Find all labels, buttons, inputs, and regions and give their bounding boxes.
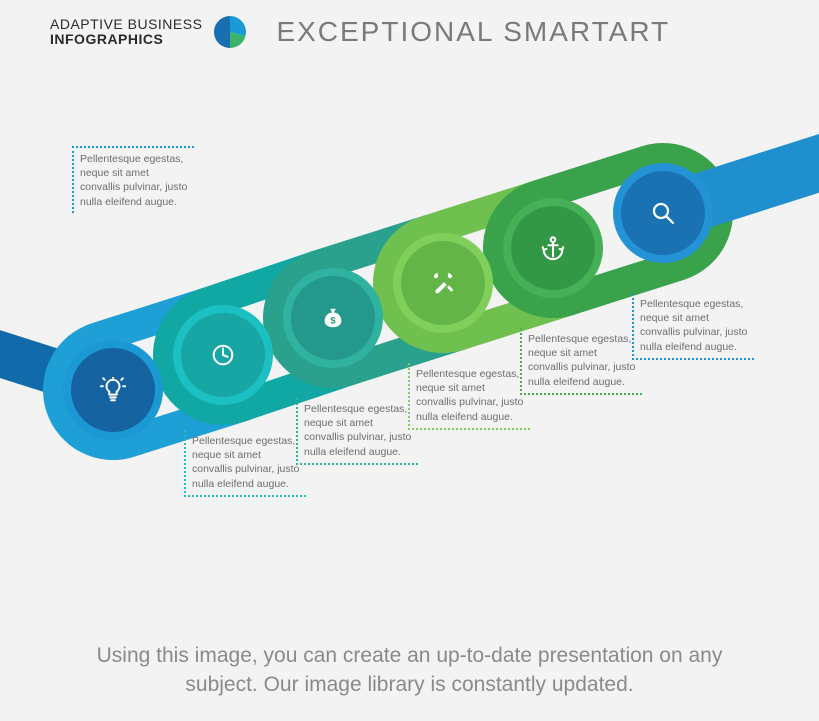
- step-node-2: [181, 313, 265, 397]
- callout-3: Pellentesque egestas, neque sit amet con…: [296, 398, 418, 465]
- callout-2: Pellentesque egestas, neque sit amet con…: [184, 430, 306, 497]
- clock-icon: [210, 342, 236, 368]
- callout-1: Pellentesque egestas, neque sit amet con…: [72, 146, 194, 213]
- step-node-3: $: [291, 276, 375, 360]
- step-node-6: [621, 171, 705, 255]
- lightbulb-icon: [100, 377, 126, 403]
- money-bag-icon: $: [320, 305, 346, 331]
- magnifier-icon: [649, 199, 677, 227]
- step-node-1: [71, 348, 155, 432]
- tools-icon: [430, 270, 456, 296]
- callout-5: Pellentesque egestas, neque sit amet con…: [520, 328, 642, 395]
- callout-4: Pellentesque egestas, neque sit amet con…: [408, 363, 530, 430]
- footer-text: Using this image, you can create an up-t…: [0, 642, 819, 699]
- svg-text:$: $: [330, 316, 336, 326]
- anchor-icon: [540, 235, 566, 261]
- step-node-5: [511, 206, 595, 290]
- callout-6: Pellentesque egestas, neque sit amet con…: [632, 293, 754, 360]
- infographic-stage: $ Pellentesque egestas, neque sit amet co…: [0, 0, 819, 721]
- step-node-4: [401, 241, 485, 325]
